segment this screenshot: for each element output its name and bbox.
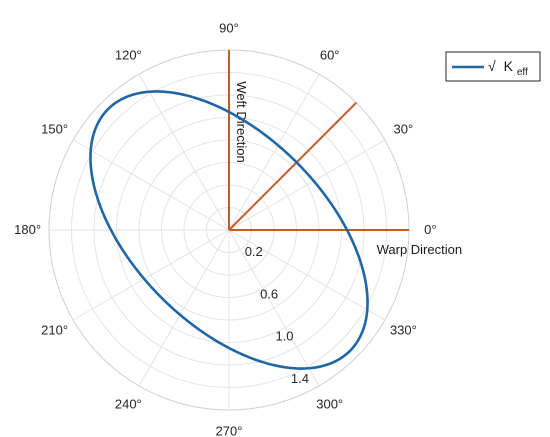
legend-sqrt: √	[488, 58, 496, 74]
angle-tick-label: 30°	[394, 121, 414, 136]
angle-tick-label: 240°	[115, 396, 142, 411]
direction-lines: Warp Direction Weft Direction	[228, 50, 462, 257]
data-series	[89, 90, 369, 370]
radius-tick-label: 1.4	[291, 371, 309, 386]
angle-tick-labels: 0° 30° 60° 90° 120° 150° 180° 210° 240° 270° 300° 3…	[14, 21, 436, 437]
weft-direction-label: Weft Direction	[234, 81, 249, 162]
grid-spoke	[228, 73, 320, 231]
angle-tick-label: 60°	[320, 48, 340, 63]
angle-tick-label: 330°	[390, 323, 417, 338]
angle-tick-label: 120°	[115, 48, 142, 63]
grid-spoke	[72, 139, 230, 231]
grid-spoke	[228, 139, 386, 231]
angle-tick-label: 90°	[219, 21, 239, 36]
angle-tick-label: 300°	[316, 396, 343, 411]
angle-tick-label: 150°	[41, 121, 68, 136]
grid-spoke	[228, 229, 320, 387]
legend-k: K	[504, 58, 514, 74]
angle-tick-label: 270°	[216, 423, 243, 437]
series-line	[89, 90, 369, 370]
legend-k-subscript: eff	[517, 67, 528, 78]
radius-tick-label: 1.0	[275, 329, 293, 344]
grid-spoke	[138, 73, 230, 231]
radius-tick-label: 0.2	[245, 244, 263, 259]
radius-tick-labels: 0.2 0.6 1.0 1.4	[245, 244, 309, 386]
grid-spoke	[72, 229, 230, 321]
angle-tick-label: 0°	[424, 222, 436, 237]
angle-tick-label: 210°	[41, 323, 68, 338]
legend-label: √ K eff	[488, 58, 528, 78]
warp-direction-label: Warp Direction	[377, 242, 462, 257]
grid-spoke	[138, 229, 230, 387]
direction-line	[228, 102, 357, 231]
legend: √ K eff	[445, 51, 541, 82]
radius-tick-label: 0.6	[260, 286, 278, 301]
angle-tick-label: 180°	[14, 222, 41, 237]
grid-spoke	[228, 229, 386, 321]
